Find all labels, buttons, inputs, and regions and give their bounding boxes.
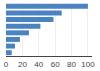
svg-text:20: 20: [18, 60, 27, 69]
svg-text:40: 40: [34, 60, 43, 69]
svg-text:0: 0: [4, 60, 9, 69]
svg-text:60: 60: [51, 60, 60, 69]
svg-text:80: 80: [67, 60, 76, 69]
svg-text:100: 100: [81, 60, 95, 69]
